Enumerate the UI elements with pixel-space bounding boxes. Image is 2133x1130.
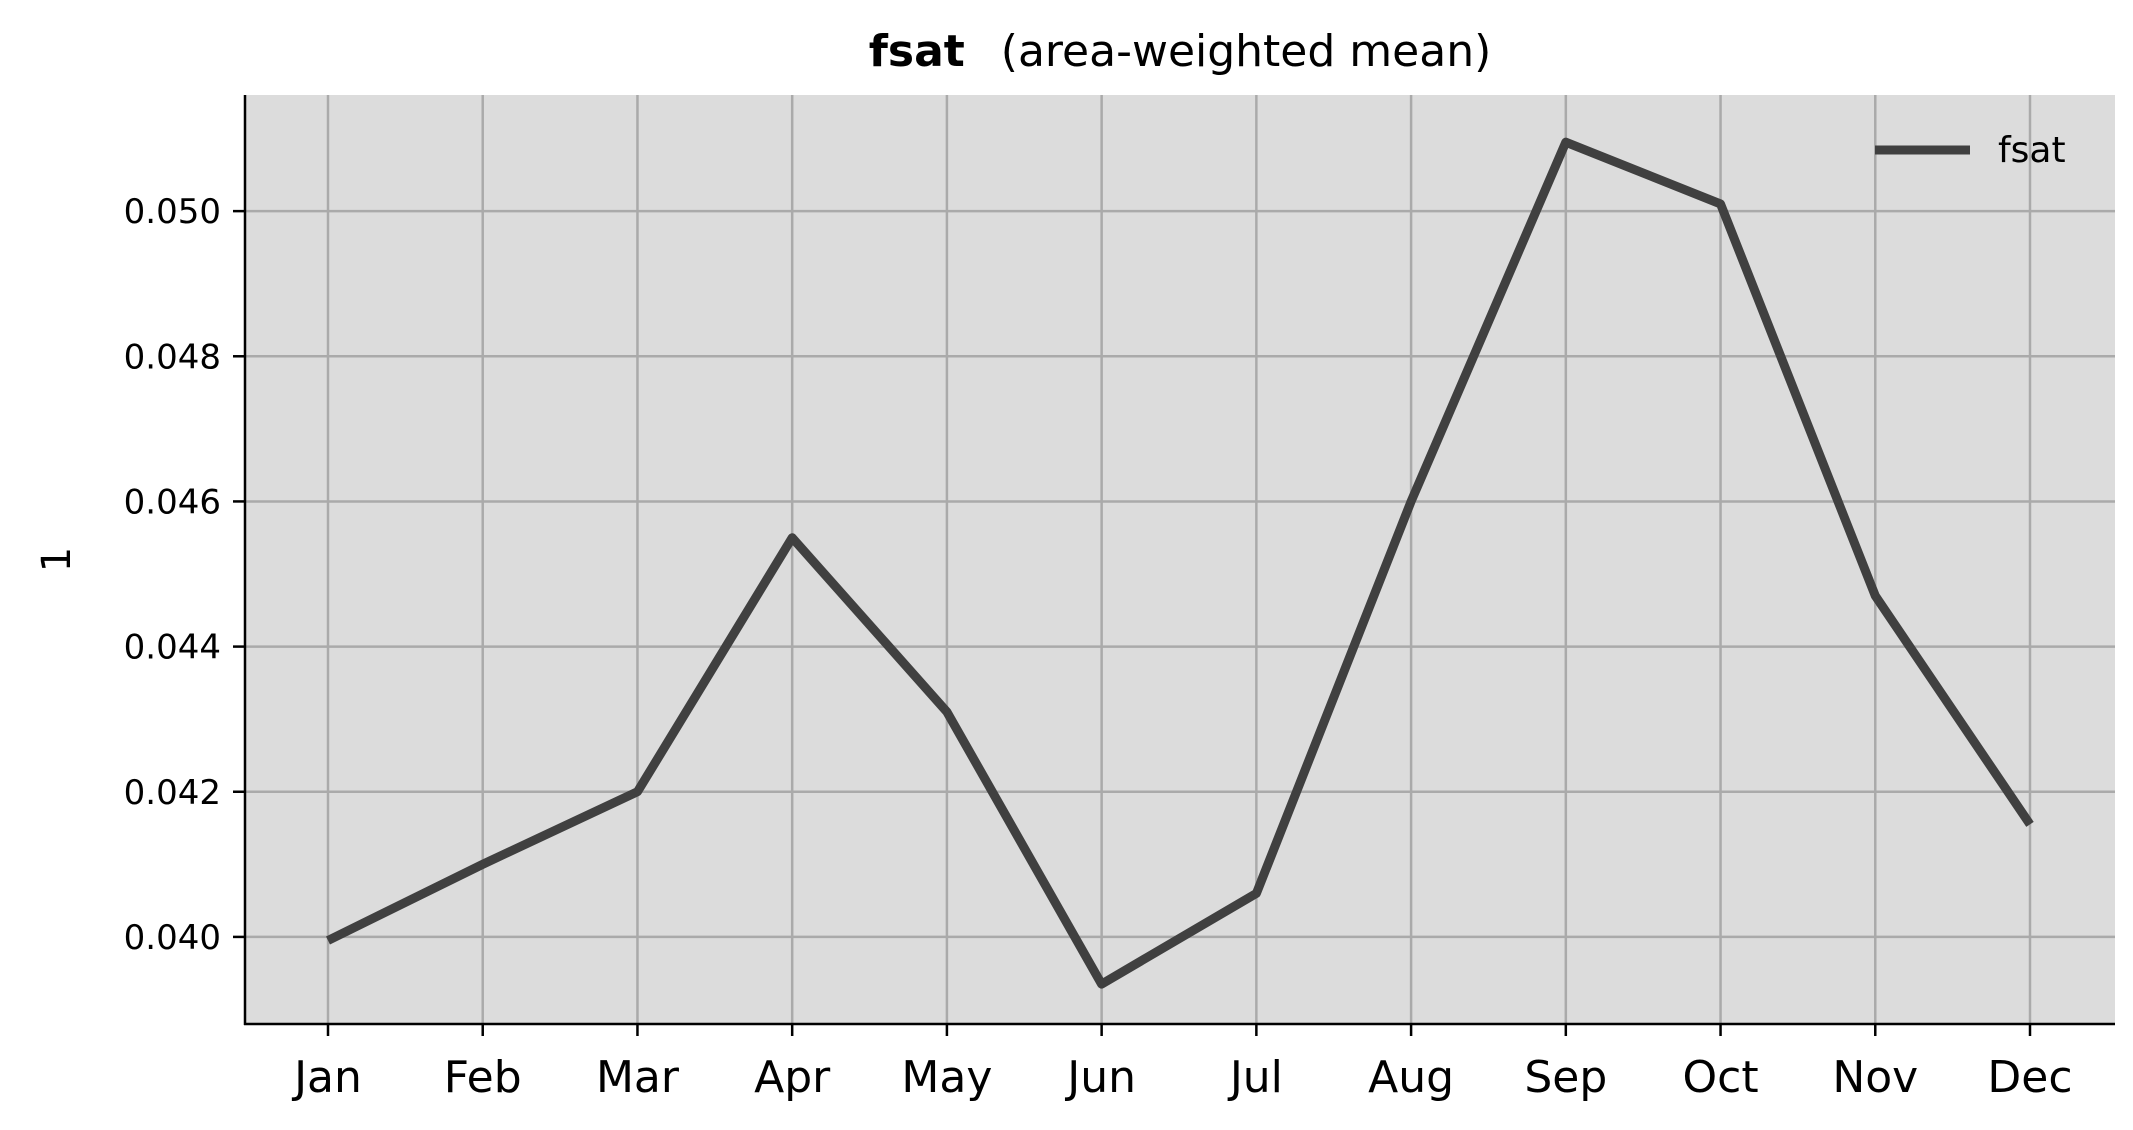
y-tick-label-0: 0.040	[124, 918, 221, 958]
x-tick-label-oct: Oct	[1683, 1052, 1759, 1103]
x-tick-label-jul: Jul	[1227, 1052, 1283, 1103]
y-axis-label: 1	[34, 547, 80, 572]
y-tick-label-5: 0.050	[124, 192, 221, 232]
x-tick-label-dec: Dec	[1987, 1052, 2072, 1103]
x-tick-label-sep: Sep	[1524, 1052, 1607, 1103]
x-tick-label-aug: Aug	[1368, 1052, 1454, 1103]
x-tick-label-mar: Mar	[596, 1052, 680, 1103]
x-tick-label-nov: Nov	[1832, 1052, 1918, 1103]
x-ticks: Jan Feb Mar Apr May Jun Jul Aug Sep Oct Nov Dec	[291, 1024, 2073, 1103]
y-ticks: 0.040 0.042 0.044 0.046 0.048 0.050	[124, 192, 245, 958]
x-tick-label-may: May	[901, 1052, 992, 1103]
y-tick-label-4: 0.048	[124, 337, 221, 377]
gridlines	[245, 95, 2115, 1024]
legend-label: fsat	[1998, 130, 2066, 171]
x-tick-label-jun: Jun	[1064, 1052, 1136, 1103]
series-line-fsat	[326, 137, 2034, 989]
plot-area	[245, 95, 2115, 1024]
y-tick-label-3: 0.046	[124, 482, 221, 522]
y-tick-label-2: 0.044	[124, 628, 221, 668]
chart-title: fsat (area-weighted mean)	[869, 26, 1492, 77]
title-main: fsat	[869, 26, 965, 77]
legend: fsat	[1875, 130, 2066, 171]
x-tick-label-jan: Jan	[291, 1052, 362, 1103]
title-subtitle: (area-weighted mean)	[1001, 26, 1491, 77]
x-tick-label-apr: Apr	[754, 1052, 831, 1103]
x-tick-label-feb: Feb	[444, 1052, 522, 1103]
y-tick-label-1: 0.042	[124, 773, 221, 813]
